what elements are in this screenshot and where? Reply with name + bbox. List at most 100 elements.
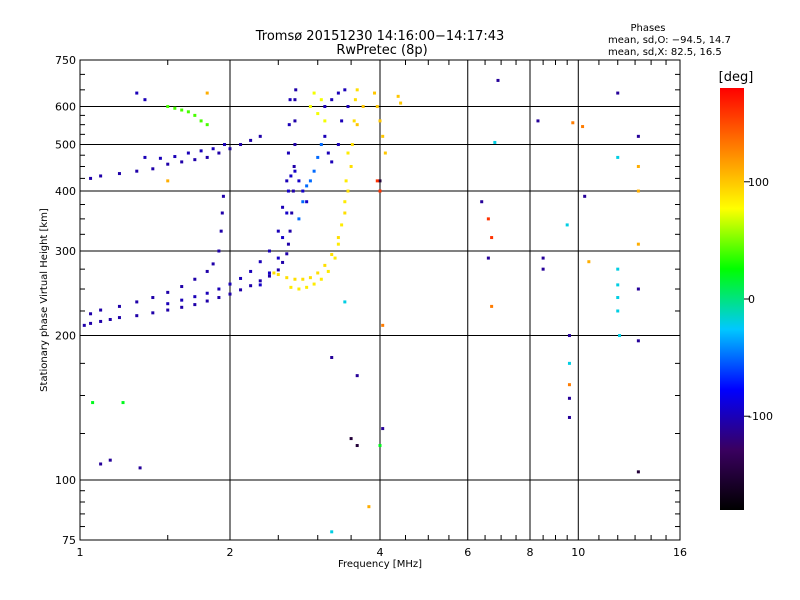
data-point — [291, 189, 295, 193]
info-line1: mean, sd,O: −94.5, 14.7 — [608, 35, 731, 46]
x-tick-label: 6 — [464, 546, 471, 559]
data-point — [567, 361, 571, 365]
data-point — [205, 291, 209, 295]
x-tick-label: 16 — [673, 546, 687, 559]
y-tick-label: 750 — [55, 54, 76, 67]
data-point — [636, 242, 640, 246]
data-point — [330, 253, 334, 257]
data-point — [82, 323, 86, 327]
data-point — [173, 106, 177, 110]
data-point — [490, 236, 494, 240]
data-point — [581, 125, 585, 129]
data-points — [82, 78, 640, 534]
colorbar-ticks: 100 0 -100 — [744, 176, 773, 423]
grid — [79, 60, 681, 540]
data-point — [301, 277, 305, 281]
data-point — [249, 138, 253, 142]
data-point — [293, 277, 297, 281]
data-point — [305, 200, 309, 204]
data-point — [305, 184, 309, 188]
data-point — [636, 134, 640, 138]
data-point — [193, 295, 197, 299]
data-point — [287, 123, 291, 127]
data-point — [276, 273, 280, 277]
data-point — [249, 269, 253, 273]
data-point — [180, 305, 184, 309]
data-point — [301, 189, 305, 193]
data-point — [138, 466, 142, 470]
data-point — [350, 143, 354, 147]
data-point — [285, 211, 289, 215]
y-tick-label: 200 — [55, 330, 76, 343]
data-point — [173, 155, 177, 159]
data-point — [349, 437, 353, 441]
data-point — [312, 282, 316, 286]
data-point — [293, 143, 297, 147]
data-point — [285, 179, 289, 183]
data-point — [616, 267, 620, 271]
data-point — [349, 164, 353, 168]
colorbar-tick-label: 0 — [748, 293, 755, 306]
data-point — [567, 415, 571, 419]
data-point — [567, 334, 571, 338]
data-point — [205, 123, 209, 127]
data-point — [89, 176, 93, 180]
data-point — [267, 249, 271, 253]
data-point — [352, 119, 356, 123]
data-point — [135, 314, 139, 318]
data-point — [323, 263, 327, 267]
data-point — [166, 162, 170, 166]
data-point — [186, 151, 190, 155]
data-point — [373, 91, 377, 95]
data-point — [89, 321, 93, 325]
data-point — [636, 339, 640, 343]
data-point — [355, 88, 359, 92]
data-point — [353, 98, 357, 102]
data-point — [480, 200, 484, 204]
data-point — [301, 200, 305, 204]
data-point — [228, 292, 232, 296]
data-point — [567, 383, 571, 387]
data-point — [340, 223, 344, 227]
chart-title: Tromsø 20151230 14:16:00−14:17:43 — [255, 29, 505, 44]
data-point — [289, 174, 293, 178]
data-point — [333, 256, 337, 260]
data-point — [316, 271, 320, 275]
data-point — [486, 256, 490, 260]
info-line2: mean, sd,X: 82.5, 16.5 — [608, 47, 722, 58]
data-point — [312, 169, 316, 173]
data-point — [205, 269, 209, 273]
data-point — [166, 302, 170, 306]
data-point — [151, 296, 155, 300]
data-point — [193, 113, 197, 117]
data-point — [180, 285, 184, 289]
colorbar — [720, 88, 744, 510]
data-point — [228, 147, 232, 151]
chart-subtitle: RwPretec (8p) — [336, 43, 427, 58]
data-point — [258, 134, 262, 138]
data-point — [316, 155, 320, 159]
data-point — [343, 200, 347, 204]
data-point — [228, 282, 232, 286]
data-point — [293, 98, 297, 102]
data-point — [375, 105, 379, 109]
data-point — [496, 78, 500, 82]
data-point — [583, 194, 587, 198]
data-point — [344, 179, 348, 183]
x-tick-label: 10 — [571, 546, 585, 559]
data-point — [267, 274, 271, 278]
data-point — [180, 298, 184, 302]
data-point — [330, 355, 334, 359]
data-point — [286, 151, 290, 155]
data-point — [587, 260, 591, 264]
data-point — [355, 123, 359, 127]
data-point — [267, 271, 271, 275]
data-point — [355, 374, 359, 378]
colorbar-tick-label: -100 — [748, 410, 773, 423]
data-point — [381, 134, 385, 138]
data-point — [135, 169, 139, 173]
data-point — [217, 287, 221, 291]
data-point — [289, 285, 293, 289]
y-tick-label: 100 — [55, 474, 76, 487]
data-point — [343, 88, 347, 92]
